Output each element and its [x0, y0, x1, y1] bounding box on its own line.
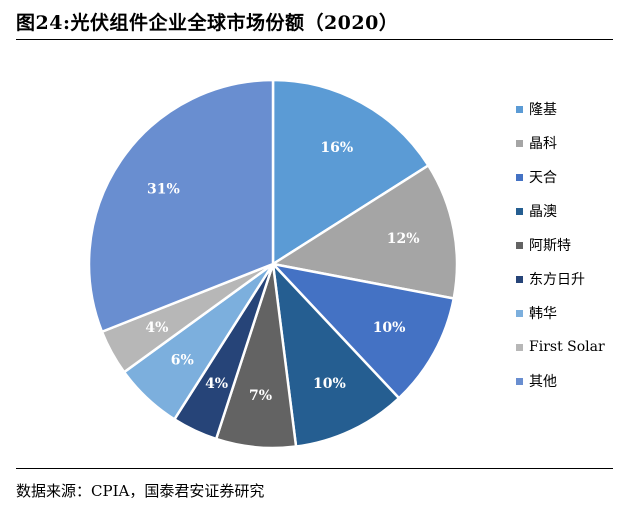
- legend-swatch: [516, 105, 523, 113]
- legend-label: 其他: [529, 374, 557, 390]
- legend-swatch: [516, 377, 523, 385]
- source-note: 数据来源：CPIA，国泰君安证券研究: [16, 482, 265, 500]
- slice-data-label: 6%: [171, 353, 194, 369]
- legend-item: 其他: [516, 364, 624, 398]
- legend-item: 东方日升: [516, 262, 624, 296]
- slice-data-label: 4%: [145, 320, 168, 336]
- title-divider: [16, 39, 613, 40]
- legend-label: 隆基: [529, 102, 557, 118]
- legend-item: 阿斯特: [516, 228, 624, 262]
- pie-slice: [271, 164, 459, 300]
- legend-swatch: [516, 139, 523, 147]
- slice-data-label: 10%: [373, 320, 406, 336]
- slice-data-label: 7%: [249, 388, 272, 404]
- legend-item: 天合: [516, 160, 624, 194]
- legend-swatch: [516, 309, 523, 317]
- legend-item: 晶澳: [516, 194, 624, 228]
- pie-slice: [271, 262, 455, 400]
- pie-slice: [87, 78, 275, 333]
- pie-slice: [271, 78, 430, 266]
- slice-data-label: 31%: [147, 182, 180, 198]
- legend-swatch: [516, 207, 523, 215]
- slice-data-label: 10%: [313, 376, 346, 392]
- legend-label: 晶科: [529, 136, 557, 152]
- legend-item: 晶科: [516, 126, 624, 160]
- source-divider: [16, 468, 613, 469]
- chart-legend: 隆基晶科天合晶澳阿斯特东方日升韩华 First Solar 其他: [516, 92, 624, 398]
- chart-title: 图24:光伏组件企业全球市场份额（2020）: [16, 12, 399, 34]
- legend-label: First Solar: [529, 339, 605, 355]
- legend-label: 晶澳: [529, 204, 557, 220]
- legend-swatch: [516, 275, 523, 283]
- legend-label: 天合: [529, 170, 557, 186]
- legend-item: First Solar: [516, 330, 624, 364]
- pie-slice: [271, 262, 401, 448]
- legend-swatch: [516, 241, 523, 249]
- slice-data-label: 4%: [205, 376, 228, 392]
- legend-label: 东方日升: [529, 272, 585, 288]
- legend-swatch: [516, 343, 523, 351]
- legend-label: 阿斯特: [529, 238, 571, 254]
- legend-item: 隆基: [516, 92, 624, 126]
- legend-label: 韩华: [529, 306, 557, 322]
- slice-data-label: 16%: [320, 140, 353, 156]
- slice-data-label: 12%: [387, 231, 420, 247]
- legend-swatch: [516, 173, 523, 181]
- legend-item: 韩华: [516, 296, 624, 330]
